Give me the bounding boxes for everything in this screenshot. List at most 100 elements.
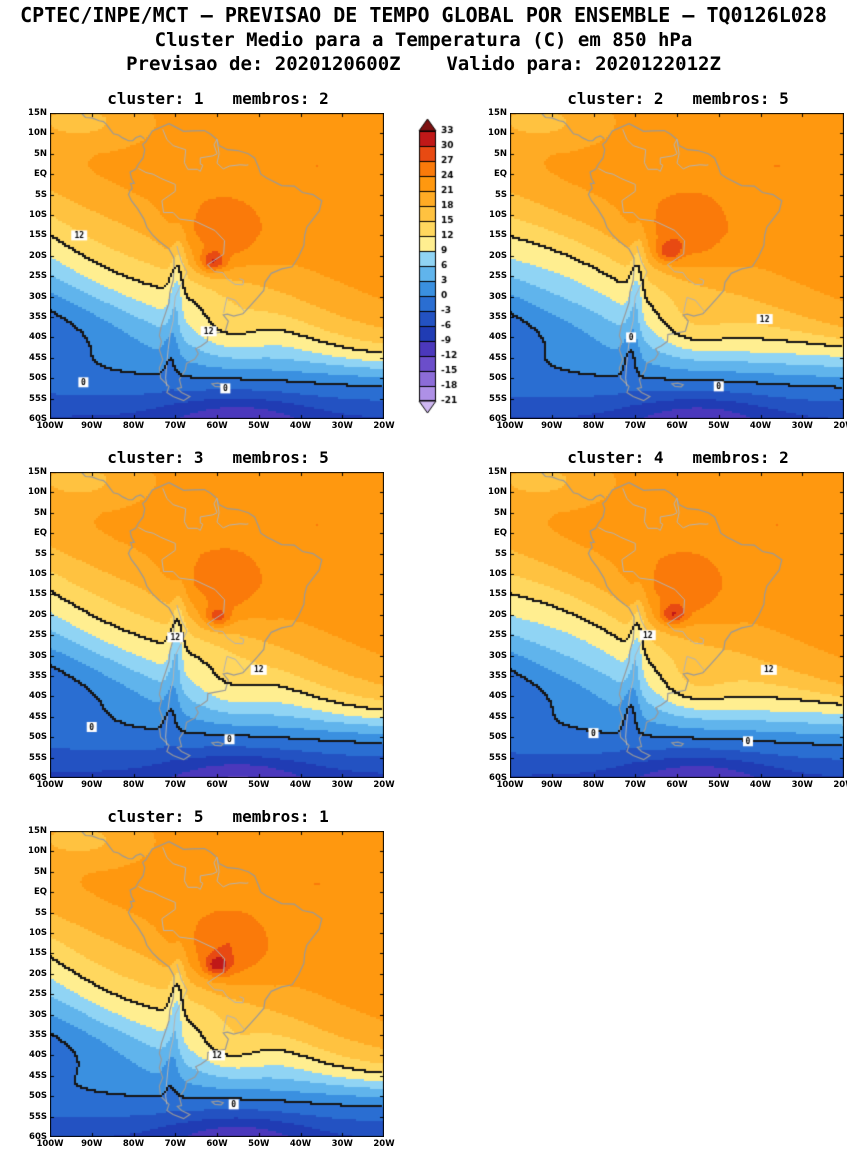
lon-tick-label: 20W xyxy=(833,780,847,790)
lat-tick-label: 10N xyxy=(28,487,47,498)
cluster-panel-1: cluster: 1 membros: 2 15N 10N 5N EQ 5S 10S 15S 2… xyxy=(14,89,395,435)
product-title: CPTEC/INPE/MCT – PREVISAO DE TEMPO GLOBA… xyxy=(20,3,827,27)
map-canvas xyxy=(50,472,384,778)
lon-tick-label: 70W xyxy=(624,421,646,431)
lat-tick-label: 50S xyxy=(29,732,47,743)
lon-tick-label: 80W xyxy=(582,780,605,790)
map-area: 15N 10N 5N EQ 5S 10S 15S 20S 25S 30S 35S 40S 45S 50S 5… xyxy=(488,109,847,432)
cluster-panel-5: cluster: 5 membros: 1 15N 10N 5N EQ 5S 10S 15S 2… xyxy=(14,807,395,1153)
lat-tick-label: 50S xyxy=(29,373,47,384)
lat-tick-label: 20S xyxy=(489,250,507,261)
lat-tick-label: 60S xyxy=(29,773,47,783)
lat-tick-label: 55S xyxy=(489,752,507,763)
lat-tick-label: 45S xyxy=(29,711,47,722)
lat-tick-label: 15S xyxy=(29,948,47,959)
lat-tick-label: 20S xyxy=(29,250,47,261)
lat-tick-label: 30S xyxy=(489,291,507,302)
lat-tick-label: 40S xyxy=(29,1050,47,1061)
lat-tick-label: 25S xyxy=(489,271,507,282)
lon-tick-label: 20W xyxy=(373,780,395,790)
lon-tick-label: 30W xyxy=(331,1139,353,1149)
lat-tick-label: 5S xyxy=(494,548,507,559)
lat-tick-label: 5N xyxy=(33,866,47,877)
lat-tick-label: 50S xyxy=(489,373,507,384)
lon-tick-label: 100W xyxy=(36,1139,64,1149)
lon-tick-label: 40W xyxy=(749,421,772,431)
lat-tick-label: 10N xyxy=(28,846,47,857)
lat-tick-label: 15N xyxy=(28,467,47,477)
panel-title: cluster: 5 membros: 1 xyxy=(107,807,329,826)
lat-tick-label: 35S xyxy=(489,671,507,681)
lon-tick-label: 20W xyxy=(373,1139,395,1149)
lon-tick-label: 20W xyxy=(373,421,395,431)
lat-tick-label: 5S xyxy=(34,189,47,200)
lat-tick-label: 40S xyxy=(29,691,47,702)
lat-tick-label: 50S xyxy=(29,1091,47,1102)
lat-tick-label: 55S xyxy=(29,752,47,763)
lat-tick-label: 35S xyxy=(29,671,47,681)
lat-tick-label: 40S xyxy=(489,691,507,702)
lat-tick-label: 60S xyxy=(29,414,47,424)
lat-tick-label: 20S xyxy=(489,609,507,620)
lat-tick-label: EQ xyxy=(33,887,47,898)
lon-tick-label: 30W xyxy=(791,780,813,790)
lat-tick-label: 45S xyxy=(29,352,47,363)
lat-tick-label: 25S xyxy=(29,630,47,641)
lat-tick-label: 60S xyxy=(489,414,507,424)
lat-tick-label: 50S xyxy=(489,732,507,743)
panel-title: cluster: 3 membros: 5 xyxy=(107,448,329,467)
lat-tick-label: 10S xyxy=(29,928,47,938)
panel-title: cluster: 1 membros: 2 xyxy=(107,89,329,108)
panel-row: cluster: 1 membros: 2 15N 10N 5N EQ 5S 10S 15S 2… xyxy=(14,89,847,435)
header: CPTEC/INPE/MCT – PREVISAO DE TEMPO GLOBA… xyxy=(0,3,847,75)
panel-row: cluster: 5 membros: 1 15N 10N 5N EQ 5S 10S 15S 2… xyxy=(14,807,847,1153)
lon-tick-label: 90W xyxy=(541,421,563,431)
lon-tick-label: 100W xyxy=(496,780,524,790)
lat-tick-label: 5N xyxy=(493,507,507,518)
lat-tick-label: EQ xyxy=(493,528,507,539)
lat-tick-label: 5N xyxy=(493,148,507,159)
lat-tick-label: 60S xyxy=(489,773,507,783)
lat-tick-label: EQ xyxy=(33,169,47,180)
lat-tick-label: 45S xyxy=(489,352,507,363)
lat-tick-label: 5S xyxy=(34,907,47,918)
map-canvas xyxy=(510,113,844,419)
lat-tick-label: 30S xyxy=(29,650,47,661)
lon-tick-label: 90W xyxy=(541,780,563,790)
lon-tick-label: 70W xyxy=(164,780,186,790)
lon-tick-label: 90W xyxy=(81,421,103,431)
lat-tick-label: 40S xyxy=(29,332,47,343)
map-canvas xyxy=(50,831,384,1137)
lon-tick-label: 20W xyxy=(833,421,847,431)
lat-tick-label: 20S xyxy=(29,968,47,979)
lon-tick-label: 30W xyxy=(331,421,353,431)
lat-tick-label: 45S xyxy=(29,1070,47,1081)
lat-tick-label: 5S xyxy=(34,548,47,559)
map-area: 15N 10N 5N EQ 5S 10S 15S 20S 25S 30S 35S 40S 45S 50S 5… xyxy=(488,468,847,791)
lat-tick-label: 5N xyxy=(33,148,47,159)
map-area: 15N 10N 5N EQ 5S 10S 15S 20S 25S 30S 35S 40S 45S 50S 5… xyxy=(28,109,395,432)
lat-tick-label: 15N xyxy=(28,108,47,118)
lon-tick-label: 50W xyxy=(708,421,730,431)
lon-tick-label: 80W xyxy=(122,421,145,431)
lat-tick-label: EQ xyxy=(493,169,507,180)
forecast-validity: Previsao de: 2020120600Z Valido para: 20… xyxy=(126,53,721,75)
lat-tick-label: 55S xyxy=(29,1111,47,1122)
lon-tick-label: 90W xyxy=(81,1139,103,1149)
lat-tick-label: 30S xyxy=(489,650,507,661)
lat-tick-label: 25S xyxy=(29,989,47,1000)
lat-tick-label: 30S xyxy=(29,1009,47,1020)
lon-tick-label: 40W xyxy=(289,1139,312,1149)
lon-tick-label: 40W xyxy=(289,421,312,431)
panel-title: cluster: 4 membros: 2 xyxy=(567,448,789,467)
lon-tick-label: 50W xyxy=(248,1139,270,1149)
cluster-panel-2: cluster: 2 membros: 5 15N 10N 5N EQ 5S 10S 15S 2… xyxy=(474,89,847,435)
cluster-panel-4: cluster: 4 membros: 2 15N 10N 5N EQ 5S 10S 15S 2… xyxy=(474,448,847,794)
lon-tick-label: 50W xyxy=(248,780,270,790)
lat-tick-label: EQ xyxy=(33,528,47,539)
lat-tick-label: 10S xyxy=(29,210,47,220)
lon-tick-label: 100W xyxy=(36,421,64,431)
lat-tick-label: 10N xyxy=(488,128,507,139)
lon-tick-label: 80W xyxy=(582,421,605,431)
lat-tick-label: 15N xyxy=(488,467,507,477)
